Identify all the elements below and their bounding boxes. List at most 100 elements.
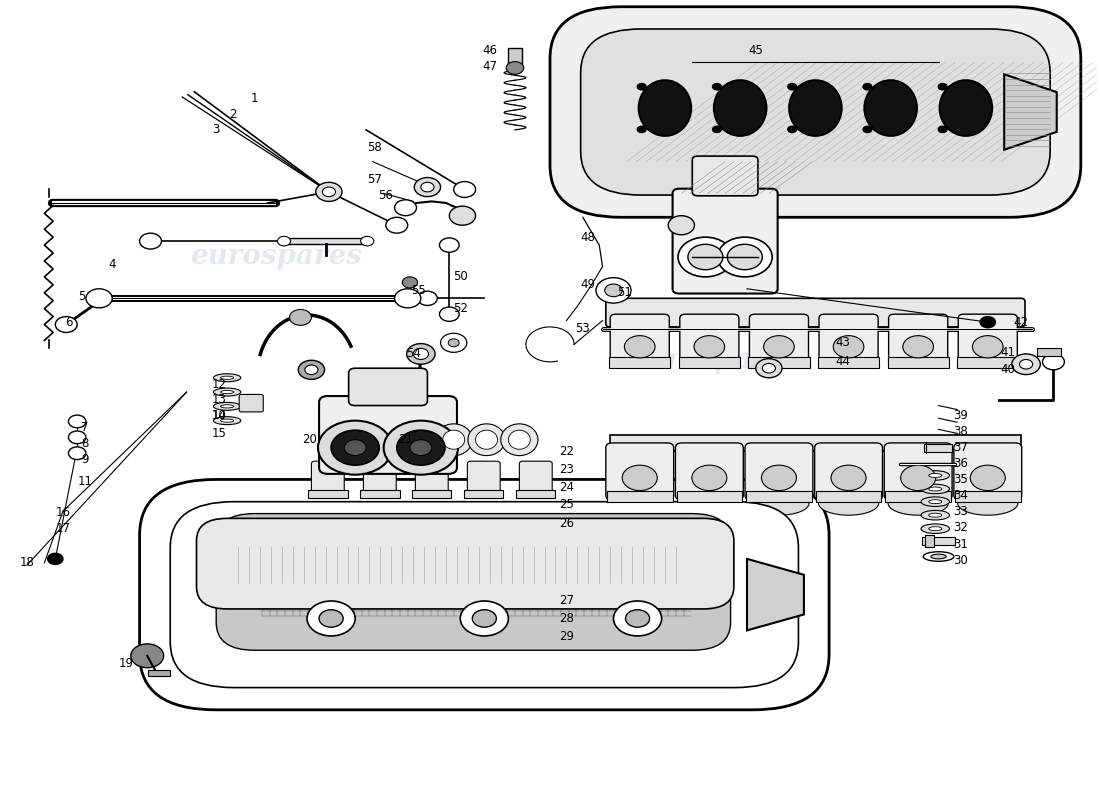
Polygon shape (747, 559, 804, 630)
FancyBboxPatch shape (606, 443, 673, 500)
Text: 7: 7 (81, 422, 89, 434)
Text: 36: 36 (953, 457, 968, 470)
Ellipse shape (475, 430, 497, 450)
Text: 43: 43 (836, 336, 850, 350)
Circle shape (449, 206, 475, 226)
FancyBboxPatch shape (675, 443, 744, 500)
Circle shape (637, 126, 646, 133)
Text: 48: 48 (581, 230, 596, 244)
Ellipse shape (609, 491, 670, 515)
Text: 11: 11 (77, 474, 92, 487)
Bar (308, 490, 348, 498)
Text: 12: 12 (212, 378, 227, 390)
Circle shape (788, 83, 796, 90)
Bar (610, 435, 1021, 451)
Text: 31: 31 (953, 538, 968, 551)
Circle shape (596, 278, 631, 303)
FancyBboxPatch shape (958, 314, 1018, 366)
Ellipse shape (921, 524, 949, 534)
Text: 30: 30 (953, 554, 968, 567)
Text: 55: 55 (411, 284, 426, 297)
FancyBboxPatch shape (610, 314, 669, 366)
Circle shape (938, 83, 947, 90)
Ellipse shape (928, 487, 942, 491)
Text: 41: 41 (1000, 346, 1015, 359)
Text: 17: 17 (55, 522, 70, 535)
Text: 3: 3 (212, 123, 220, 136)
Circle shape (727, 244, 762, 270)
Ellipse shape (221, 390, 233, 394)
FancyBboxPatch shape (197, 518, 734, 609)
Polygon shape (1004, 74, 1057, 150)
Ellipse shape (928, 526, 942, 530)
Text: eurospares: eurospares (628, 346, 800, 374)
Ellipse shape (221, 405, 233, 408)
Circle shape (460, 601, 508, 636)
Circle shape (448, 339, 459, 346)
FancyBboxPatch shape (519, 461, 552, 494)
Bar (412, 490, 451, 498)
Circle shape (970, 465, 1005, 490)
Bar (360, 490, 399, 498)
FancyBboxPatch shape (815, 443, 882, 500)
Ellipse shape (818, 491, 879, 515)
Text: 47: 47 (482, 60, 497, 73)
Circle shape (414, 348, 429, 359)
FancyBboxPatch shape (311, 461, 344, 494)
Circle shape (1020, 359, 1033, 369)
Text: 18: 18 (20, 556, 34, 570)
Bar (679, 357, 740, 368)
Ellipse shape (508, 430, 530, 450)
FancyBboxPatch shape (319, 396, 456, 474)
Bar (955, 490, 1021, 502)
Bar (886, 490, 952, 502)
Circle shape (713, 83, 722, 90)
Text: 46: 46 (482, 44, 497, 57)
Circle shape (319, 610, 343, 627)
Circle shape (386, 218, 408, 233)
Circle shape (289, 310, 311, 326)
Circle shape (318, 421, 393, 474)
Bar (746, 490, 812, 502)
Circle shape (605, 284, 623, 297)
Text: 51: 51 (617, 286, 631, 299)
Text: 8: 8 (81, 437, 88, 450)
Text: 19: 19 (119, 658, 134, 670)
Ellipse shape (639, 80, 691, 136)
Circle shape (68, 415, 86, 428)
Circle shape (833, 336, 864, 358)
Text: 6: 6 (65, 316, 73, 329)
Ellipse shape (221, 376, 233, 379)
Text: 4: 4 (109, 258, 116, 271)
Ellipse shape (213, 417, 241, 425)
Text: 16: 16 (55, 506, 70, 519)
Circle shape (55, 317, 77, 333)
Circle shape (131, 644, 164, 668)
Circle shape (972, 336, 1003, 358)
Circle shape (384, 421, 458, 474)
Ellipse shape (221, 419, 233, 422)
Circle shape (1012, 354, 1041, 374)
Circle shape (864, 126, 872, 133)
Text: eurospares: eurospares (190, 243, 362, 270)
Text: 45: 45 (748, 44, 763, 57)
FancyBboxPatch shape (239, 394, 263, 412)
FancyBboxPatch shape (468, 461, 500, 494)
Text: 27: 27 (559, 594, 574, 606)
Circle shape (307, 601, 355, 636)
Ellipse shape (500, 424, 538, 456)
FancyBboxPatch shape (672, 189, 778, 294)
Circle shape (938, 126, 947, 133)
Circle shape (694, 336, 725, 358)
Circle shape (903, 336, 934, 358)
Bar (148, 670, 170, 677)
Circle shape (47, 554, 63, 565)
Bar (464, 490, 504, 498)
Text: 32: 32 (953, 521, 968, 534)
FancyBboxPatch shape (745, 443, 813, 500)
Bar (922, 538, 955, 546)
FancyBboxPatch shape (550, 6, 1081, 218)
Ellipse shape (213, 388, 241, 396)
Circle shape (980, 317, 996, 328)
Circle shape (614, 601, 661, 636)
